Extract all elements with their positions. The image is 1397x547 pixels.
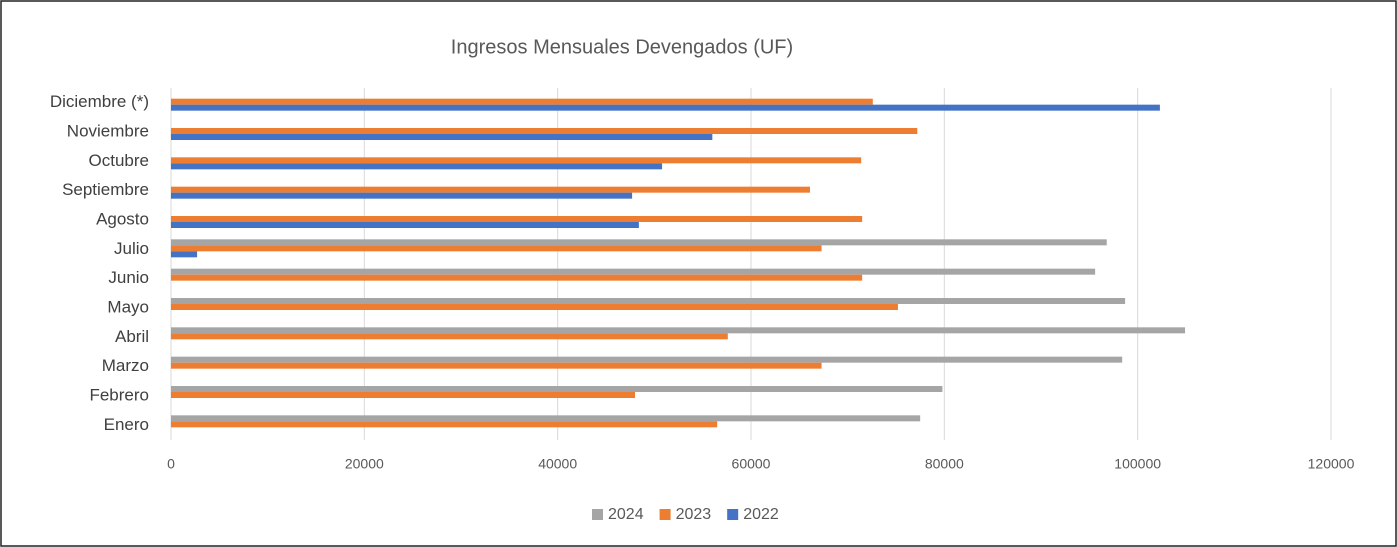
y-tick-label: Septiembre	[62, 180, 149, 199]
bar	[171, 134, 713, 140]
bar	[171, 274, 863, 281]
bar	[171, 128, 918, 134]
bar	[171, 222, 639, 228]
bar	[171, 98, 873, 105]
bar	[171, 239, 1107, 246]
chart-title: Ingresos Mensuales Devengados (UF)	[451, 36, 793, 58]
x-tick-label: 120000	[1308, 456, 1355, 472]
x-tick-label: 60000	[732, 456, 771, 472]
bar	[171, 157, 862, 164]
legend-label: 2022	[743, 506, 779, 523]
x-tick-label: 100000	[1114, 456, 1161, 472]
bar	[171, 304, 898, 310]
bar	[171, 386, 943, 392]
bar	[171, 251, 198, 258]
bar	[171, 192, 633, 199]
bar	[171, 186, 810, 193]
bar	[171, 104, 1160, 111]
legend-label: 2024	[608, 506, 644, 523]
y-tick-label: Diciembre (*)	[50, 92, 149, 111]
y-tick-label: Febrero	[89, 385, 149, 404]
bar	[171, 421, 718, 428]
bar	[171, 268, 1096, 275]
bar	[171, 298, 1126, 304]
bar	[171, 333, 728, 340]
bar	[171, 245, 822, 252]
y-tick-label: Noviembre	[67, 121, 149, 140]
y-tick-label: Mayo	[107, 297, 149, 316]
bar	[171, 415, 921, 422]
y-tick-label: Junio	[108, 268, 149, 287]
x-tick-label: 0	[167, 456, 175, 472]
x-tick-label: 80000	[925, 456, 964, 472]
bar	[171, 392, 635, 398]
bar	[171, 327, 1186, 334]
y-tick-label: Enero	[104, 415, 149, 434]
y-tick-label: Octubre	[89, 151, 149, 170]
y-tick-label: Abril	[115, 327, 149, 346]
legend-swatch	[659, 509, 671, 520]
y-tick-label: Marzo	[102, 356, 149, 375]
y-tick-label: Julio	[114, 239, 149, 258]
legend-swatch	[592, 509, 603, 520]
legend-swatch	[727, 509, 739, 520]
bar	[171, 216, 863, 222]
bar	[171, 163, 663, 170]
bar	[171, 356, 1123, 363]
y-tick-label: Agosto	[96, 209, 149, 228]
legend-label: 2023	[676, 506, 712, 523]
bar	[171, 362, 822, 369]
x-tick-label: 40000	[538, 456, 577, 472]
x-tick-label: 20000	[345, 456, 384, 472]
